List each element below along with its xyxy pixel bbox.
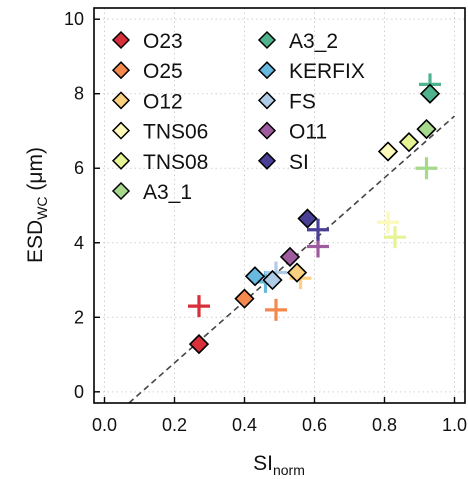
fit-line [128, 115, 456, 404]
legend-swatch-kerfix [257, 61, 277, 80]
legend-swatch-fs [257, 91, 277, 110]
axis-ticks: 0.0 0.2 0.4 0.6 0.8 1.0 0 2 4 6 8 10 [64, 9, 467, 435]
y-tick-label: 4 [74, 233, 84, 253]
legend-swatch-o12 [111, 91, 131, 110]
legend-label-si: SI [289, 151, 309, 174]
legend-swatch-o23 [111, 30, 131, 50]
diamond-marker-o23 [188, 333, 210, 355]
diamond-marker-tns06 [377, 141, 399, 162]
x-tick-label: 0.0 [92, 415, 117, 435]
x-axis-title-main: SI [253, 452, 273, 475]
legend-swatch-a3-2 [257, 30, 277, 50]
y-axis-title: ESDWC (μm) [24, 147, 50, 263]
y-axis-title-main: ESD [24, 220, 47, 263]
diamond-marker-si [297, 208, 318, 229]
legend-label-a3-1: A3_1 [143, 181, 192, 204]
x-tick-label: 0.8 [372, 415, 397, 435]
legend-label-o25: O25 [143, 60, 183, 83]
legend-label-fs: FS [289, 90, 316, 113]
x-tick-label: 0.4 [232, 415, 257, 435]
diamond-marker-fs [262, 269, 283, 291]
y-axis-title-sub: WC [34, 196, 50, 219]
x-tick-label: 0.2 [162, 415, 187, 435]
legend-swatch-a3-1 [111, 181, 131, 201]
legend-swatch-si [257, 151, 277, 170]
diamond-marker-kerfix [244, 266, 266, 287]
data-marks [188, 73, 441, 355]
y-tick-label: 0 [74, 382, 84, 402]
legend-swatch-o25 [111, 61, 131, 80]
diamond-marker-a3-2 [419, 83, 441, 104]
x-tick-label: 1.0 [442, 415, 467, 435]
legend-label-o11: O11 [289, 121, 327, 144]
diamond-marker-o12 [286, 262, 308, 283]
y-axis-title-unit: (μm) [24, 147, 47, 196]
legend-swatch-tns06 [111, 121, 131, 140]
y-tick-label: 6 [74, 158, 84, 178]
legend-label-o23: O23 [143, 30, 183, 53]
y-tick-label: 10 [64, 9, 84, 29]
legend-label-tns08: TNS08 [143, 151, 208, 174]
diamond-marker-a3-1 [416, 118, 437, 140]
legend: O23 O25 O12 TNS06 TNS08 A3_1 A3_2 KERFIX FS O11 SI [111, 30, 365, 204]
legend-swatch-tns08 [111, 151, 131, 170]
x-tick-label: 0.6 [302, 415, 327, 435]
legend-label-tns06: TNS06 [143, 121, 208, 144]
diamond-marker-o25 [234, 288, 255, 309]
legend-label-a3-2: A3_2 [289, 30, 338, 53]
plot-frame [93, 7, 466, 404]
legend-label-o12: O12 [143, 90, 183, 113]
grid [94, 8, 465, 403]
legend-swatch-o11 [257, 121, 277, 140]
diamond-marker-tns08 [398, 132, 420, 153]
y-tick-label: 8 [74, 84, 84, 104]
legend-label-kerfix: KERFIX [289, 60, 365, 83]
x-axis-title: SInorm [253, 452, 305, 478]
diamond-marker-o11 [279, 246, 301, 268]
fit-line-layer [128, 115, 456, 404]
x-axis-title-sub: norm [273, 462, 305, 478]
y-tick-label: 2 [74, 307, 84, 327]
